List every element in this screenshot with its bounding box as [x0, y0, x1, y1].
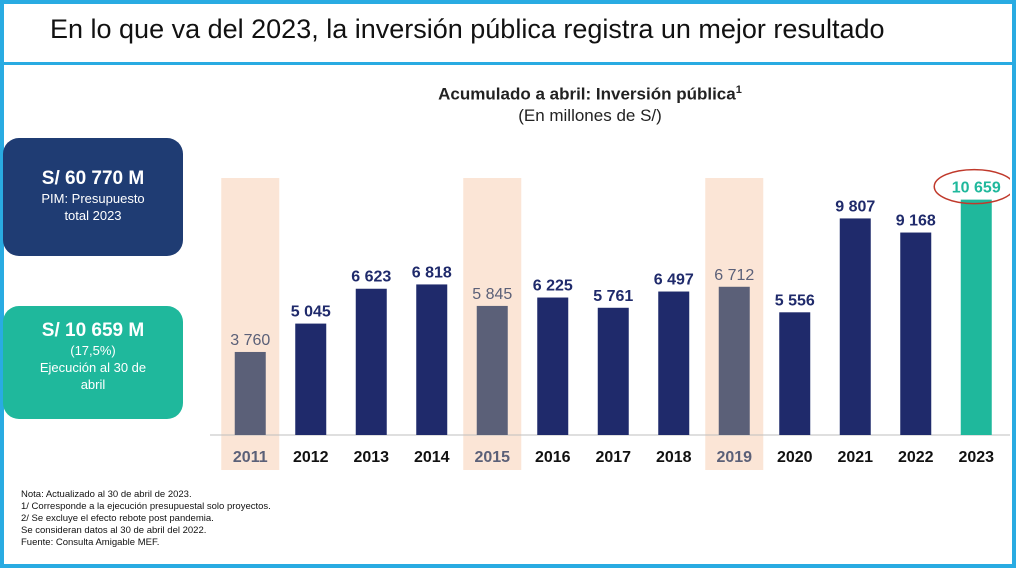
footnote-line: Fuente: Consulta Amigable MEF. — [21, 537, 160, 548]
data-label-2018: 6 497 — [654, 272, 694, 289]
highlight-circle-2023 — [933, 168, 1010, 205]
budget-line-1: PIM: Presupuesto — [41, 191, 145, 206]
bar-2011 — [234, 351, 266, 435]
data-label-2019: 6 712 — [714, 267, 754, 284]
execution-card: S/ 10 659 M (17,5%) Ejecución al 30 de a… — [3, 306, 183, 419]
footnote-line: Nota: Actualizado al 30 de abril de 2023… — [21, 489, 192, 500]
x-tick-label-2022: 2022 — [898, 449, 934, 466]
chart-title-footnote-marker: 1 — [735, 84, 742, 96]
x-tick-label-2020: 2020 — [777, 449, 813, 466]
slide-frame — [0, 0, 1016, 568]
x-tick-label-2012: 2012 — [293, 449, 329, 466]
bar-2016 — [537, 297, 569, 435]
investment-bar-chart: 3 760 2011 5 045 2012 6 623 2013 6 818 2014 5 84… — [210, 168, 1010, 470]
budget-value: S/ 60 770 M — [41, 168, 145, 189]
data-label-2016: 6 225 — [533, 278, 573, 295]
data-label-2017: 5 761 — [593, 288, 633, 305]
x-tick-label-2019: 2019 — [716, 449, 752, 466]
slide-headline: En lo que va del 2023, la inversión públ… — [50, 14, 885, 44]
data-label-2013: 6 623 — [351, 269, 391, 286]
x-tick-label-2015: 2015 — [474, 449, 510, 466]
data-label-2023: 10 659 — [952, 180, 1001, 197]
data-label-2021: 9 807 — [835, 198, 875, 215]
bar-2014 — [416, 284, 448, 435]
x-tick-label-2021: 2021 — [837, 449, 873, 466]
data-label-2022: 9 168 — [896, 213, 936, 230]
bar-2022 — [900, 232, 932, 435]
bar-2013 — [355, 288, 387, 435]
x-tick-label-2014: 2014 — [414, 449, 450, 466]
chart-title-text: Acumulado a abril: Inversión pública — [438, 84, 736, 104]
x-tick-label-2013: 2013 — [353, 449, 389, 466]
data-label-2014: 6 818 — [412, 264, 452, 281]
execution-value: S/ 10 659 M — [41, 320, 145, 341]
x-tick-label-2023: 2023 — [958, 449, 994, 466]
footnote-line: Se consideran datos al 30 de abril del 2… — [21, 525, 207, 536]
data-label-2015: 5 845 — [472, 286, 512, 303]
footnote-line: 2/ Se excluye el efecto rebote post pand… — [21, 513, 214, 524]
x-tick-label-2018: 2018 — [656, 449, 692, 466]
footnote-line: 1/ Corresponde a la ejecución presupuest… — [21, 501, 271, 512]
x-tick-label-2016: 2016 — [535, 449, 571, 466]
data-label-2011: 3 760 — [230, 332, 270, 349]
execution-line-3: abril — [80, 377, 106, 392]
execution-percent: (17,5%) — [70, 343, 116, 358]
bar-2023 — [960, 199, 992, 435]
budget-line-2: total 2023 — [64, 208, 122, 223]
bar-2015 — [476, 305, 508, 435]
header-divider — [4, 62, 1012, 65]
chart-subtitle: (En millones de S/) — [518, 106, 662, 125]
footnotes: Nota: Actualizado al 30 de abril de 2023… — [21, 489, 271, 549]
execution-line-2: Ejecución al 30 de — [39, 360, 147, 375]
bar-2017 — [597, 307, 629, 435]
x-tick-label-2011: 2011 — [233, 449, 268, 466]
data-label-2020: 5 556 — [775, 292, 815, 309]
budget-card: S/ 60 770 M PIM: Presupuesto total 2023 — [3, 138, 183, 256]
bar-2021 — [839, 218, 871, 435]
bar-2012 — [295, 323, 327, 435]
bar-2020 — [779, 312, 811, 435]
bar-2019 — [718, 286, 750, 435]
data-label-2012: 5 045 — [291, 304, 331, 321]
chart-title: Acumulado a abril: Inversión pública1 — [300, 84, 880, 105]
x-tick-label-2017: 2017 — [595, 449, 631, 466]
bar-2018 — [658, 291, 690, 435]
